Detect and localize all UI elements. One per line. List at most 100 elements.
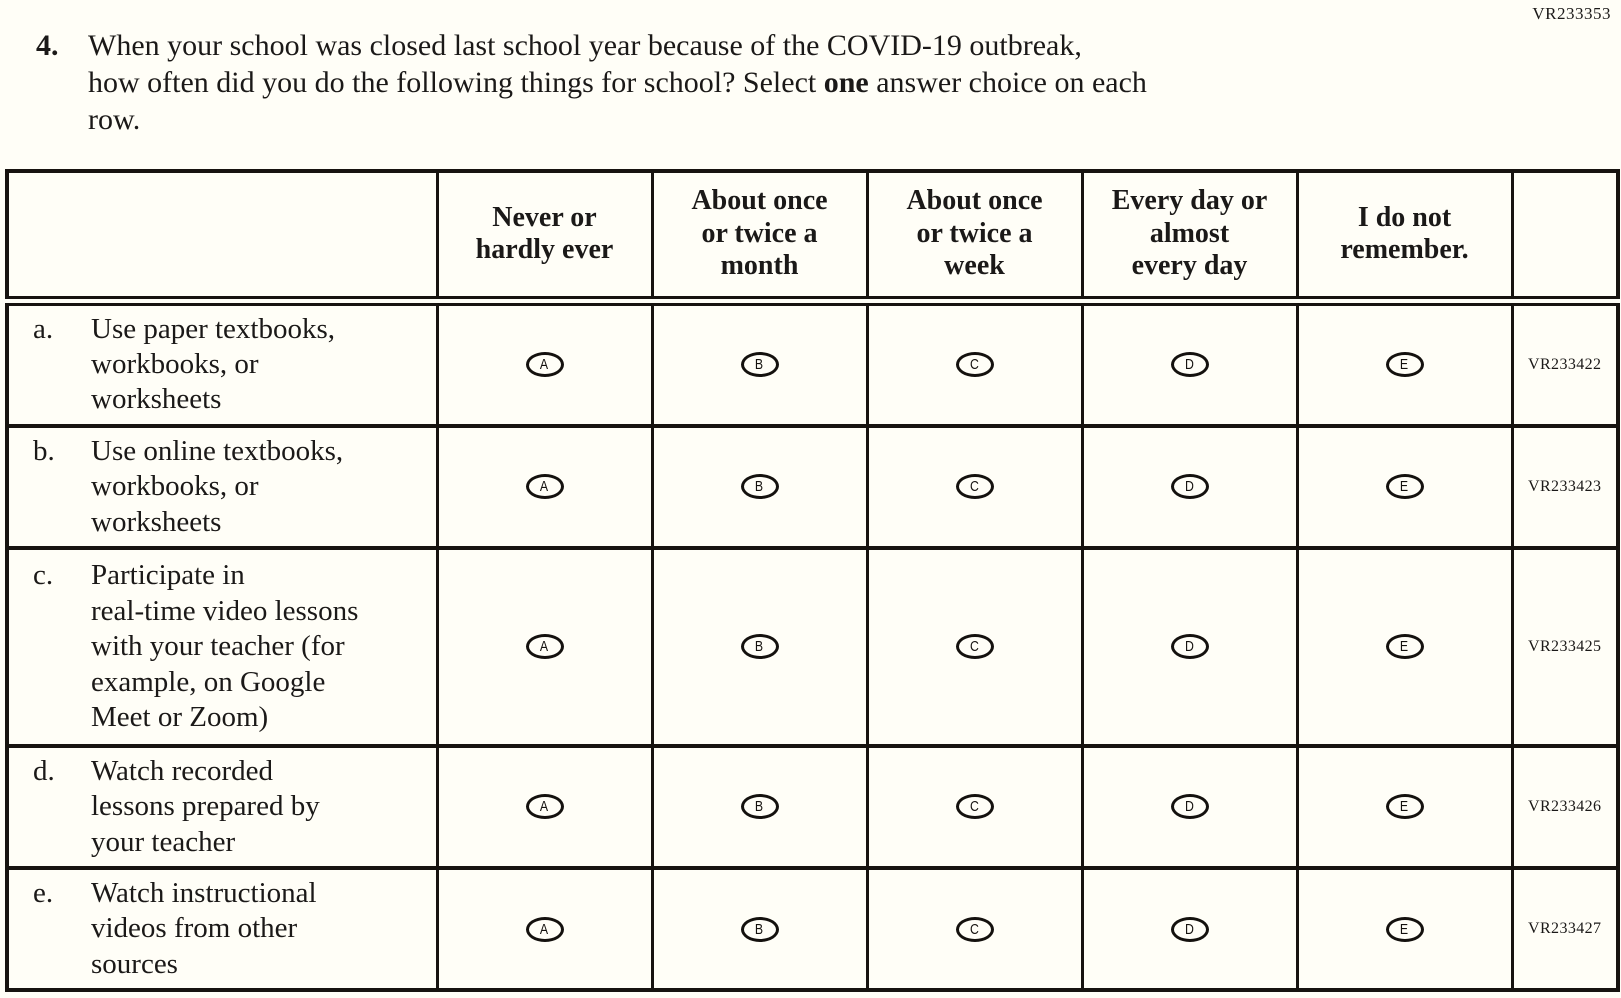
question-number: 4. (36, 29, 59, 62)
answer-bubble-a-B[interactable]: B (740, 352, 779, 378)
bubble-letter: C (970, 638, 979, 656)
answer-bubble-e-D[interactable]: D (1170, 916, 1209, 942)
answer-bubble-d-C[interactable]: C (955, 794, 994, 820)
answer-bubble-c-E[interactable]: E (1385, 634, 1424, 660)
option-cell-a-everyday: D (1080, 298, 1299, 428)
row-label-a: a. Use paper textbooks, workbooks, or wo… (5, 298, 439, 428)
answer-bubble-b-A[interactable]: A (525, 474, 564, 500)
answer-bubble-e-A[interactable]: A (525, 916, 564, 942)
table-row-b: b. Use online textbooks, workbooks, or w… (5, 423, 1620, 550)
option-cell-d-never: A (435, 743, 654, 871)
row-text-a: Use paper textbooks, workbooks, or works… (91, 312, 336, 416)
answer-bubble-d-A[interactable]: A (525, 794, 564, 820)
row-label-b: b. Use online textbooks, workbooks, or w… (5, 423, 439, 550)
row-label-e: e. Watch instructional videos from other… (5, 866, 439, 993)
option-cell-e-everyday: D (1080, 866, 1299, 993)
column-header-once-twice-month: About once or twice a month (650, 169, 869, 306)
column-header-once-twice-week: About once or twice a week (865, 169, 1084, 306)
option-cell-d-everyday: D (1080, 743, 1299, 871)
header-empty-label (5, 169, 439, 306)
header-row: Never or hardly ever About once or twice… (5, 169, 1620, 306)
row-code-d: VR233426 (1510, 743, 1620, 871)
answer-bubble-a-E[interactable]: E (1385, 352, 1424, 378)
question-text: When your school was closed last school … (88, 28, 1147, 139)
bubble-letter: A (540, 478, 549, 496)
bubble-letter: E (1400, 638, 1409, 656)
option-cell-c-week: C (865, 545, 1084, 748)
column-header-every-day: Every day or almost every day (1080, 169, 1299, 306)
row-code-a: VR233422 (1510, 298, 1620, 428)
answer-bubble-e-C[interactable]: C (955, 916, 994, 942)
table-row-a: a. Use paper textbooks, workbooks, or wo… (5, 298, 1620, 428)
bubble-letter: B (755, 638, 764, 656)
bubble-letter: C (970, 798, 979, 816)
row-code-b: VR233423 (1510, 423, 1620, 550)
row-code-c: VR233425 (1510, 545, 1620, 748)
bubble-letter: E (1400, 798, 1409, 816)
option-cell-b-everyday: D (1080, 423, 1299, 550)
option-cell-b-week: C (865, 423, 1084, 550)
row-code-e: VR233427 (1510, 866, 1620, 993)
option-cell-e-month: B (650, 866, 869, 993)
bubble-letter: C (970, 920, 979, 938)
column-header-do-not-remember: I do not remember. (1295, 169, 1514, 306)
header-empty-code (1510, 169, 1620, 306)
option-cell-d-noremember: E (1295, 743, 1514, 871)
option-cell-a-week: C (865, 298, 1084, 428)
answer-bubble-b-C[interactable]: C (955, 474, 994, 500)
option-cell-b-never: A (435, 423, 654, 550)
bubble-letter: E (1400, 356, 1409, 374)
answer-bubble-b-B[interactable]: B (740, 474, 779, 500)
answer-bubble-b-E[interactable]: E (1385, 474, 1424, 500)
option-cell-a-never: A (435, 298, 654, 428)
table-row-e: e. Watch instructional videos from other… (5, 866, 1620, 993)
bubble-letter: B (755, 478, 764, 496)
bubble-letter: A (540, 798, 549, 816)
bubble-letter: C (970, 478, 979, 496)
answer-bubble-c-C[interactable]: C (955, 634, 994, 660)
row-letter-d: d. (33, 754, 55, 787)
bubble-letter: C (970, 356, 979, 374)
row-letter-a: a. (33, 312, 54, 345)
option-cell-e-week: C (865, 866, 1084, 993)
option-cell-b-month: B (650, 423, 869, 550)
answer-bubble-c-A[interactable]: A (525, 634, 564, 660)
bubble-letter: B (755, 798, 764, 816)
option-cell-d-week: C (865, 743, 1084, 871)
row-letter-b: b. (33, 434, 55, 467)
bubble-letter: D (1185, 920, 1194, 938)
option-cell-a-month: B (650, 298, 869, 428)
answer-bubble-c-B[interactable]: B (740, 634, 779, 660)
answer-bubble-c-D[interactable]: D (1170, 634, 1209, 660)
bubble-letter: B (755, 920, 764, 938)
table-row-d: d. Watch recorded lessons prepared by yo… (5, 743, 1620, 871)
answer-bubble-d-D[interactable]: D (1170, 794, 1209, 820)
answer-bubble-a-D[interactable]: D (1170, 352, 1209, 378)
answer-bubble-e-B[interactable]: B (740, 916, 779, 942)
bubble-letter: D (1185, 798, 1194, 816)
answer-bubble-d-B[interactable]: B (740, 794, 779, 820)
row-label-c: c. Participate in real-time video lesson… (5, 545, 439, 748)
bubble-letter: A (540, 638, 549, 656)
bubble-letter: E (1400, 478, 1409, 496)
row-text-d: Watch recorded lessons prepared by your … (91, 754, 320, 858)
question-text-part1: When your school was closed last school … (88, 29, 1082, 99)
bubble-letter: D (1185, 356, 1194, 374)
option-cell-c-noremember: E (1295, 545, 1514, 748)
answer-bubble-d-E[interactable]: E (1385, 794, 1424, 820)
answer-bubble-e-E[interactable]: E (1385, 916, 1424, 942)
row-letter-e: e. (33, 877, 54, 910)
answer-bubble-a-A[interactable]: A (525, 352, 564, 378)
answer-bubble-b-D[interactable]: D (1170, 474, 1209, 500)
table-row-c: c. Participate in real-time video lesson… (5, 545, 1620, 748)
response-grid: Never or hardly ever About once or twice… (5, 168, 1620, 993)
row-text-e: Watch instructional videos from other so… (91, 877, 317, 980)
row-text-b: Use online textbooks, workbooks, or work… (91, 434, 344, 538)
bubble-letter: A (540, 920, 549, 938)
answer-bubble-a-C[interactable]: C (955, 352, 994, 378)
question-text-part2: answer choice on each row. (88, 65, 1147, 136)
option-cell-d-month: B (650, 743, 869, 871)
option-cell-a-noremember: E (1295, 298, 1514, 428)
option-cell-c-month: B (650, 545, 869, 748)
question-block: 4. When your school was closed last scho… (0, 0, 1621, 139)
